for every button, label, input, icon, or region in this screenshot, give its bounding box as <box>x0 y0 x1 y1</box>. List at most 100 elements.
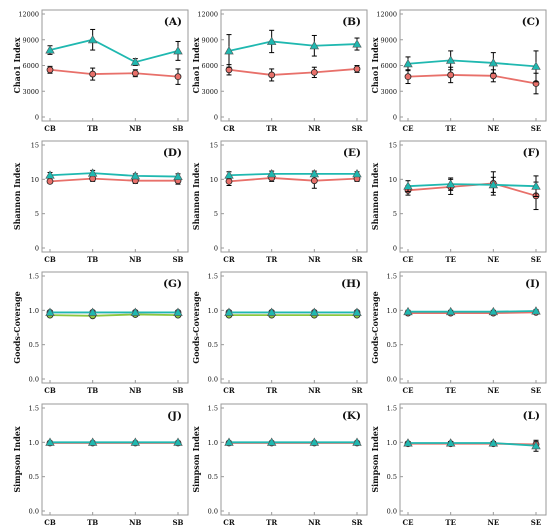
x-tick-label: NB <box>129 386 141 395</box>
data-point-circle <box>310 68 318 76</box>
y-tick-label: 0.0 <box>208 376 218 384</box>
plot-frame <box>41 271 189 384</box>
panel-k: 0.0 0.5 1.0 1.5 CR TR NR SR Simpson Index (K) <box>191 403 368 527</box>
y-tick-label: 6000 <box>380 62 397 70</box>
data-point-triangle <box>173 437 183 446</box>
data-point-triangle <box>445 179 456 188</box>
y-tick-label: 12000 <box>376 11 397 19</box>
data-point-triangle <box>309 437 320 446</box>
series-line <box>408 442 537 447</box>
series-red <box>404 171 540 211</box>
y-tick-label: 0.5 <box>387 341 397 349</box>
data-point-circle <box>268 71 276 79</box>
panel-a: 0 3000 6000 9000 12000 CB TB NB SB Chao1 Index (A) <box>12 9 189 133</box>
x-tick-label: NE <box>487 518 499 527</box>
y-tick-label: 3000 <box>201 88 218 96</box>
data-point-triangle <box>224 437 234 446</box>
y-tick-label: 1.0 <box>387 439 397 447</box>
x-tick-label: NR <box>308 518 320 527</box>
panel-label: (G) <box>163 278 182 290</box>
series-line <box>408 310 537 313</box>
y-axis-label: Goods-Coverage <box>191 291 201 363</box>
y-tick-label: 0.5 <box>29 473 39 481</box>
panel-e: 0 5 10 15 CR TR NR SR Shannon Index (E) <box>191 140 368 264</box>
y-tick-label: 5 <box>35 210 39 218</box>
data-point-triangle <box>130 307 141 316</box>
series-line <box>49 172 179 178</box>
y-tick-label: 1.5 <box>387 405 397 413</box>
series-teal <box>403 175 541 197</box>
x-tick-label: SR <box>352 124 363 133</box>
data-point-triangle <box>531 306 541 315</box>
panel-label: (B) <box>342 16 361 28</box>
panel-b: 0 3000 6000 9000 12000 CR TR NR SR Chao1 Index (B) <box>191 9 368 133</box>
panel-f: 0 5 10 15 CE TE NE SE Shannon Index (F) <box>370 140 547 264</box>
x-tick-label: CR <box>223 386 235 395</box>
plot-frame <box>220 403 368 516</box>
data-point-triangle <box>445 306 456 316</box>
panel-j: 0.0 0.5 1.0 1.5 CB TB NB SB Simpson Index (J) <box>12 403 189 527</box>
data-point-triangle <box>309 169 320 178</box>
series-teal <box>45 28 183 66</box>
y-tick-label: 1.5 <box>29 273 39 281</box>
x-tick-label: NB <box>129 518 141 527</box>
series-red <box>46 65 182 85</box>
data-point-triangle <box>309 307 320 316</box>
data-point-triangle <box>403 438 413 447</box>
y-tick-label: 1.0 <box>29 439 39 447</box>
y-axis-label: Simpson Index <box>370 426 380 493</box>
y-tick-label: 0 <box>35 114 39 122</box>
x-tick-label: CR <box>223 518 235 527</box>
y-tick-label: 0.0 <box>387 508 397 516</box>
y-tick-label: 9000 <box>380 36 397 44</box>
plot-frame <box>220 271 368 384</box>
y-tick-label: 0 <box>393 245 397 253</box>
y-tick-label: 0.0 <box>29 508 39 516</box>
plot-frame <box>220 140 368 253</box>
y-tick-label: 0.5 <box>29 341 39 349</box>
data-point-circle <box>46 177 54 185</box>
y-tick-label: 1.5 <box>387 273 397 281</box>
x-tick-label: CR <box>223 124 235 133</box>
series-line <box>228 68 358 76</box>
plot-frame <box>399 403 547 516</box>
data-point-triangle <box>488 180 499 189</box>
series-line <box>408 311 537 314</box>
x-tick-label: SE <box>531 386 541 395</box>
data-point-circle <box>89 70 97 78</box>
panel-label: (F) <box>523 147 540 159</box>
x-tick-label: TB <box>87 255 98 264</box>
x-tick-label: CE <box>403 255 414 264</box>
y-tick-label: 9000 <box>201 36 218 44</box>
y-tick-label: 15 <box>210 142 218 150</box>
series-teal <box>403 306 541 316</box>
data-point-circle <box>225 177 233 185</box>
x-tick-label: TB <box>87 124 98 133</box>
data-point-triangle <box>352 437 362 446</box>
y-tick-label: 1.0 <box>29 307 39 315</box>
y-axis-label: Chao1 Index <box>191 37 201 93</box>
x-tick-label: TR <box>266 124 277 133</box>
data-point-triangle <box>87 168 98 177</box>
series-teal <box>45 437 183 446</box>
data-point-triangle <box>224 46 234 55</box>
data-point-triangle <box>488 58 499 67</box>
series-red <box>225 172 361 189</box>
y-tick-label: 6000 <box>201 62 218 70</box>
panel-i: 0.0 0.5 1.0 1.5 CE TE NE SE Goods-Coverage (I) <box>370 271 547 395</box>
series-teal <box>224 437 362 446</box>
y-axis-label: Chao1 Index <box>12 37 22 93</box>
y-axis-label: Goods-Coverage <box>12 291 22 363</box>
y-tick-label: 1.5 <box>29 405 39 413</box>
panel-d: 0 5 10 15 CB TB NB SB Shannon Index (D) <box>12 140 189 264</box>
y-tick-label: 1.5 <box>208 273 218 281</box>
y-tick-label: 0.0 <box>29 376 39 384</box>
x-tick-label: NE <box>487 124 499 133</box>
x-tick-label: SR <box>352 255 363 264</box>
x-tick-label: TB <box>87 518 98 527</box>
data-point-triangle <box>224 170 234 179</box>
y-tick-label: 15 <box>389 142 397 150</box>
x-tick-label: SE <box>531 255 541 264</box>
series-teal <box>45 307 183 316</box>
